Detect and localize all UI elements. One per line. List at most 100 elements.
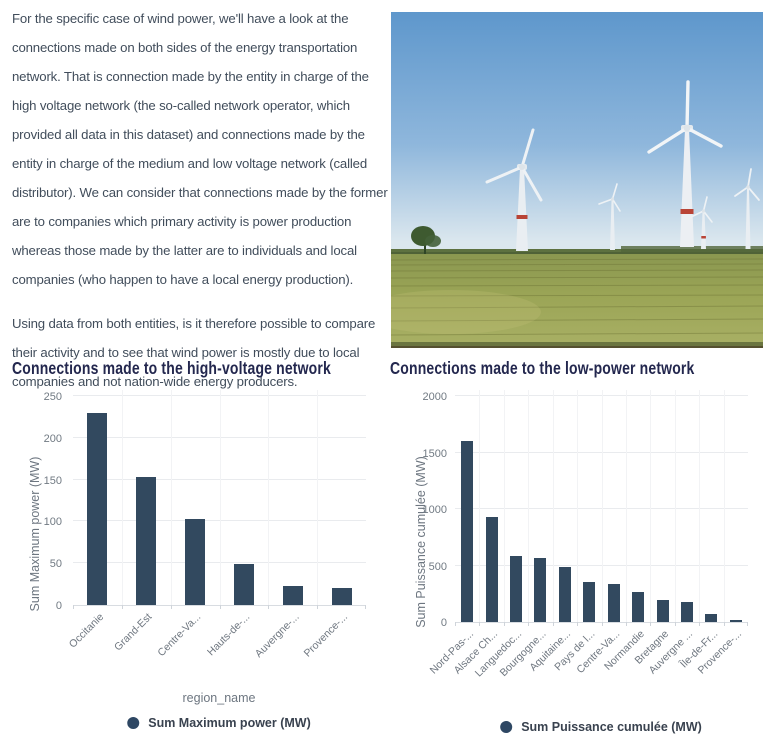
x-axis-tick bbox=[723, 622, 725, 626]
wind-turbines-illustration bbox=[391, 12, 763, 348]
x-axis-tick bbox=[674, 622, 676, 626]
vertical-gridline bbox=[699, 390, 701, 622]
legend[interactable]: Sum Maximum power (MW) bbox=[127, 716, 311, 730]
bar-Pays de l...[interactable] bbox=[583, 582, 596, 622]
legend-marker-icon bbox=[500, 721, 513, 733]
horizon-bushes bbox=[621, 246, 763, 252]
plot-area bbox=[73, 390, 366, 609]
x-axis-tick bbox=[552, 622, 554, 626]
x-axis-labels: Occitanie Grand-Est Centre-Va... Hauts-de-.… bbox=[66, 611, 366, 681]
bar-Normandie[interactable] bbox=[632, 592, 645, 622]
bar-Auvergne ...[interactable] bbox=[680, 602, 693, 622]
tree bbox=[411, 226, 441, 254]
bar-Languedoc...[interactable] bbox=[510, 556, 523, 622]
x-axis-tick bbox=[121, 605, 123, 609]
x-axis-tick bbox=[268, 605, 270, 609]
y-tick-label: 150 bbox=[43, 474, 62, 487]
plot-area bbox=[455, 390, 748, 626]
y-axis-ticks: 0 50 100 150 200 250 bbox=[22, 390, 62, 620]
vertical-gridline bbox=[503, 390, 505, 622]
bar-Centre-Va...[interactable] bbox=[185, 519, 206, 605]
sky bbox=[391, 12, 763, 254]
vertical-gridline bbox=[674, 390, 676, 622]
x-axis-labels: Nord-Pas-... Alsace Ch... Languedoc... Bour… bbox=[427, 628, 748, 708]
x-axis-tick bbox=[528, 622, 530, 626]
vertical-gridline bbox=[268, 390, 270, 605]
wind-turbine-small-right bbox=[690, 196, 713, 249]
wind-turbines-photo bbox=[391, 12, 763, 348]
x-axis-tick bbox=[650, 622, 652, 626]
bar-Provence-...[interactable] bbox=[331, 588, 352, 605]
bar-Alsace Ch...[interactable] bbox=[485, 517, 498, 622]
chart-low-power: Sum Puissance cumulée (MW) 0 500 1000 1500 2… bbox=[383, 385, 765, 734]
bar-Provence-...[interactable] bbox=[729, 620, 742, 622]
y-axis-ticks: 0 500 1000 1500 2000 bbox=[407, 390, 447, 637]
x-axis-tick bbox=[747, 622, 748, 626]
y-tick-label: 200 bbox=[43, 432, 62, 445]
y-tick-label: 2000 bbox=[422, 391, 447, 403]
vertical-gridline bbox=[625, 390, 627, 622]
bar-Bretagne[interactable] bbox=[656, 600, 669, 622]
bar-Nord-Pas-...[interactable] bbox=[461, 441, 474, 622]
legend-label: Sum Puissance cumulée (MW) bbox=[521, 720, 702, 734]
x-axis-tick bbox=[317, 605, 319, 609]
vertical-gridline bbox=[650, 390, 652, 622]
x-tick-label: Grand-Est bbox=[112, 611, 155, 654]
mowing-rows bbox=[391, 258, 763, 336]
x-axis-tick bbox=[365, 605, 366, 609]
y-tick-label: 1000 bbox=[422, 504, 447, 516]
field bbox=[391, 254, 763, 348]
x-axis-tick bbox=[503, 622, 505, 626]
bar-Grand-Est[interactable] bbox=[136, 477, 157, 605]
x-axis-tick bbox=[601, 622, 603, 626]
vertical-gridline bbox=[170, 390, 172, 605]
y-tick-label: 50 bbox=[49, 558, 62, 571]
legend[interactable]: Sum Puissance cumulée (MW) bbox=[500, 720, 702, 734]
x-axis-tick bbox=[479, 622, 481, 626]
x-tick-label: Centre-Va... bbox=[155, 611, 204, 659]
field-edge-shadow bbox=[391, 346, 763, 348]
legend-marker-icon bbox=[127, 717, 140, 729]
wind-turbine-large-left bbox=[485, 128, 543, 251]
field-light-patch bbox=[391, 290, 541, 334]
field-edge bbox=[391, 342, 763, 348]
bar-Auvergne-...[interactable] bbox=[282, 586, 303, 605]
bar-Occitanie[interactable] bbox=[87, 413, 108, 605]
y-tick-label: 0 bbox=[440, 617, 447, 629]
y-tick-label: 250 bbox=[43, 391, 62, 403]
x-axis-tick bbox=[699, 622, 701, 626]
bar-Bourgogne...[interactable] bbox=[534, 558, 547, 622]
vertical-gridline bbox=[577, 390, 579, 622]
bar-Hauts-de-...[interactable] bbox=[233, 564, 254, 605]
vertical-gridline bbox=[121, 390, 123, 605]
x-tick-label: Occitanie bbox=[66, 611, 106, 651]
vertical-gridline bbox=[528, 390, 530, 622]
x-tick-label: Provence-... bbox=[301, 611, 351, 660]
vertical-gridline bbox=[317, 390, 319, 605]
intro-paragraph-2: Using data from both entities, is it the… bbox=[12, 316, 376, 389]
legend-label: Sum Maximum power (MW) bbox=[148, 716, 311, 730]
y-tick-label: 0 bbox=[55, 600, 62, 612]
low-power-chart-title: Connections made to the low-power networ… bbox=[390, 358, 695, 378]
y-tick-label: 100 bbox=[43, 516, 62, 529]
vertical-gridline bbox=[552, 390, 554, 622]
x-axis-tick bbox=[170, 605, 172, 609]
chart-high-voltage: Sum Maximum power (MW) 0 50 100 150 200 250 O… bbox=[0, 385, 382, 730]
y-tick-label: 1500 bbox=[422, 447, 447, 460]
vertical-gridline bbox=[601, 390, 603, 622]
bar-Aquitaine...[interactable] bbox=[558, 567, 571, 622]
intro-paragraph-1: For the specific case of wind power, we'… bbox=[12, 11, 388, 287]
x-axis-tick bbox=[219, 605, 221, 609]
bar-Centre-Va...[interactable] bbox=[607, 584, 620, 622]
wind-turbine-small-middle bbox=[598, 183, 621, 250]
vertical-gridline bbox=[479, 390, 481, 622]
x-axis-tick bbox=[455, 622, 456, 626]
x-axis-title: region_name bbox=[182, 691, 256, 705]
bar-Île-de-Fr...[interactable] bbox=[705, 614, 718, 622]
wind-turbine-far-right bbox=[734, 168, 760, 249]
x-axis-tick bbox=[577, 622, 579, 626]
x-axis-tick bbox=[625, 622, 627, 626]
x-axis-tick bbox=[73, 605, 74, 609]
x-tick-label: Hauts-de-... bbox=[205, 611, 253, 659]
intro-text: For the specific case of wind power, we'… bbox=[12, 4, 390, 396]
